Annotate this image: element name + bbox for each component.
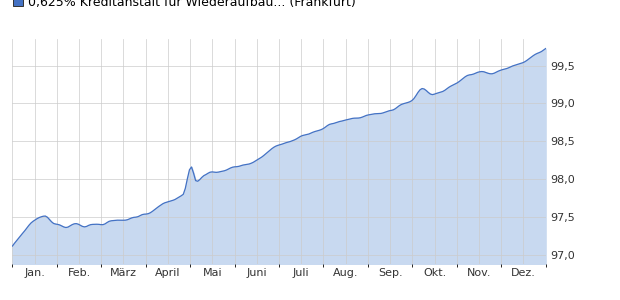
Legend: 0,625% Kreditanstalt für Wiederaufbau... (Frankfurt): 0,625% Kreditanstalt für Wiederaufbau...… bbox=[13, 0, 355, 9]
